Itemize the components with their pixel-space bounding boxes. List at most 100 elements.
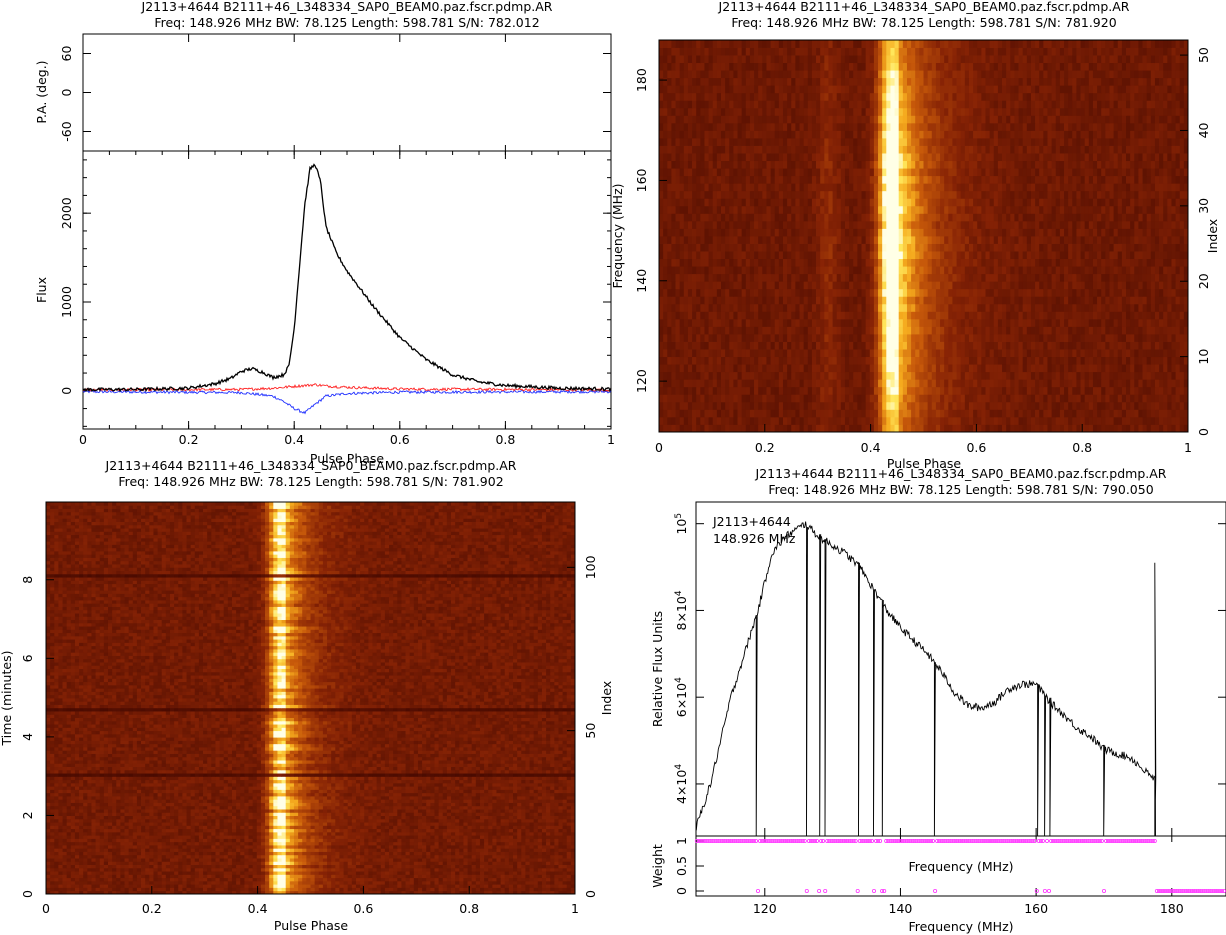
- freq-phase-cell: [1076, 349, 1081, 358]
- freq-phase-cell: [1117, 364, 1123, 373]
- freq-phase-cell: [692, 296, 697, 305]
- freq-phase-cell: [803, 416, 809, 425]
- freq-phase-cell: [1088, 401, 1094, 410]
- freq-phase-cell: [1175, 371, 1181, 380]
- freq-phase-cell: [931, 379, 937, 388]
- freq-phase-cell: [1022, 175, 1028, 184]
- freq-phase-cell: [828, 364, 833, 373]
- freq-phase-cell: [1101, 288, 1106, 297]
- freq-phase-cell: [1163, 296, 1168, 305]
- freq-phase-cell: [865, 258, 871, 267]
- freq-phase-cell: [915, 379, 920, 388]
- freq-phase-cell: [679, 356, 685, 365]
- freq-phase-cell: [973, 236, 978, 244]
- freq-phase-cell: [807, 168, 813, 177]
- freq-phase-cell: [985, 356, 991, 365]
- freq-phase-cell: [675, 198, 681, 207]
- freq-phase-cell: [993, 258, 999, 267]
- freq-phase-cell: [1084, 326, 1090, 335]
- freq-phase-cell: [811, 198, 817, 207]
- freq-phase-cell: [1072, 424, 1077, 433]
- freq-phase-cell: [915, 341, 920, 350]
- freq-phase-cell: [1150, 190, 1156, 199]
- freq-phase-cell: [671, 273, 676, 282]
- freq-phase-cell: [906, 394, 912, 403]
- freq-phase-cell: [1092, 183, 1098, 192]
- freq-phase-cell: [927, 326, 933, 335]
- freq-phase-cell: [993, 273, 999, 282]
- freq-phase-cell: [791, 416, 796, 425]
- freq-phase-cell: [1051, 243, 1057, 252]
- freq-phase-cell: [1022, 213, 1028, 222]
- freq-phase-cell: [778, 303, 784, 312]
- freq-phase-cell: [919, 236, 924, 244]
- freq-phase-cell: [737, 168, 743, 177]
- freq-phase-cell: [820, 394, 825, 403]
- freq-phase-cell: [749, 153, 755, 162]
- freq-phase-cell: [861, 409, 867, 418]
- freq-phase-cell: [828, 213, 833, 222]
- freq-phase-cell: [692, 220, 697, 229]
- freq-phase-cell: [758, 341, 763, 350]
- freq-phase-cell: [762, 349, 767, 358]
- freq-phase-cell: [1171, 424, 1176, 433]
- freq-phase-cell: [1163, 356, 1168, 365]
- freq-phase-cell: [1030, 281, 1036, 290]
- freq-phase-cell: [882, 145, 887, 154]
- freq-phase-cell: [671, 349, 676, 358]
- freq-phase-cell: [1068, 356, 1073, 365]
- freq-phase-cell: [878, 288, 883, 297]
- freq-phase-cell: [882, 416, 887, 425]
- freq-phase-cell: [1047, 311, 1053, 320]
- freq-phase-cell: [1051, 220, 1057, 229]
- freq-phase-cell: [1068, 386, 1073, 395]
- freq-phase-cell: [927, 190, 933, 199]
- freq-phase-cell: [725, 386, 730, 395]
- freq-phase-cell: [791, 341, 796, 350]
- freq-phase-cell: [1154, 190, 1160, 199]
- freq-phase-cell: [989, 190, 995, 199]
- freq-phase-cell: [1022, 153, 1028, 162]
- freq-phase-cell: [915, 198, 920, 207]
- freq-phase-cell: [865, 205, 871, 214]
- freq-phase-cell: [973, 145, 978, 154]
- freq-phase-cell: [915, 318, 920, 327]
- freq-phase-cell: [989, 160, 995, 169]
- freq-phase-cell: [758, 183, 763, 192]
- freq-phase-cell: [816, 401, 821, 410]
- freq-phase-cell: [807, 334, 813, 342]
- freq-phase-cell: [882, 273, 887, 282]
- freq-phase-cell: [878, 266, 883, 275]
- freq-phase-cell: [770, 190, 776, 199]
- freq-phase-cell: [1022, 356, 1028, 365]
- freq-phase-cell: [708, 281, 714, 290]
- freq-phase-cell: [853, 416, 858, 425]
- freq-phase-cell: [927, 160, 933, 169]
- freq-phase-cell: [1059, 220, 1065, 229]
- freq-phase-cell: [886, 409, 891, 418]
- freq-phase-cell: [770, 273, 776, 282]
- freq-phase-cell: [1150, 334, 1156, 342]
- freq-phase-cell: [911, 334, 916, 342]
- freq-phase-cell: [1022, 198, 1028, 207]
- freq-phase-cell: [964, 409, 970, 418]
- freq-phase-cell: [902, 318, 908, 327]
- freq-phase-cell: [1039, 371, 1044, 380]
- freq-phase-cell: [659, 220, 664, 229]
- freq-phase-cell: [840, 326, 846, 335]
- freq-phase-cell: [857, 175, 862, 184]
- freq-phase-cell: [1002, 220, 1007, 229]
- freq-phase-cell: [956, 409, 962, 418]
- freq-phase-cell: [894, 379, 900, 388]
- freq-phase-cell: [964, 341, 970, 350]
- freq-phase-cell: [977, 303, 982, 312]
- freq-phase-cell: [869, 409, 875, 418]
- freq-phase-cell: [948, 243, 953, 252]
- freq-phase-cell: [1059, 311, 1065, 320]
- freq-phase-cell: [952, 198, 957, 207]
- freq-phase-cell: [1030, 341, 1036, 350]
- freq-phase-cell: [911, 168, 916, 177]
- freq-phase-cell: [844, 236, 850, 244]
- freq-phase-cell: [985, 266, 991, 275]
- freq-phase-cell: [729, 364, 734, 373]
